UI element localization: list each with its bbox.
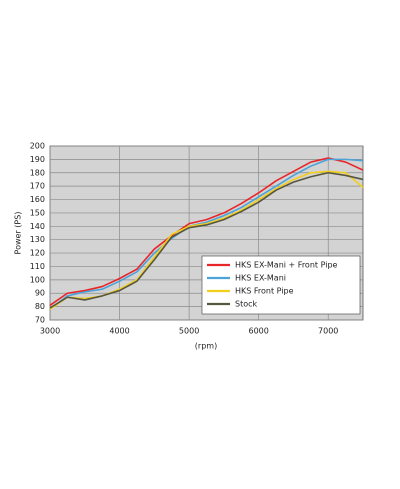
y-axis-label: Power (PS) xyxy=(14,212,23,255)
x-tick-label: 6000 xyxy=(248,327,268,336)
x-axis-label: (rpm) xyxy=(195,342,217,351)
legend-label: Stock xyxy=(235,300,258,309)
x-tick-label: 3000 xyxy=(40,327,60,336)
x-tick-label: 4000 xyxy=(109,327,129,336)
y-tick-label: 170 xyxy=(30,182,45,191)
line-series xyxy=(49,157,364,306)
y-tick-label: 90 xyxy=(35,289,45,298)
y-tick-label: 140 xyxy=(30,222,45,231)
legend-label: HKS Front Pipe xyxy=(235,287,294,296)
y-tick-label: 160 xyxy=(30,195,45,204)
legend-label: HKS EX-Mani xyxy=(235,274,286,283)
y-tick-label: 100 xyxy=(30,275,45,284)
x-tick-label: 7000 xyxy=(318,327,338,336)
y-tick-label: 180 xyxy=(30,168,45,177)
legend-label: HKS EX-Mani + Front Pipe xyxy=(235,261,338,270)
line-series xyxy=(49,171,364,309)
y-tick-label: 80 xyxy=(35,302,45,311)
x-tick-label: 5000 xyxy=(179,327,199,336)
y-tick-label: 70 xyxy=(35,316,45,325)
y-tick-label: 150 xyxy=(30,208,45,217)
y-tick-label: 190 xyxy=(30,155,45,164)
legend: HKS EX-Mani + Front Pipe HKS EX-Mani HKS F… xyxy=(201,255,361,315)
y-tick-label: 110 xyxy=(30,262,45,271)
y-tick-label: 200 xyxy=(30,142,45,151)
y-tick-label: 120 xyxy=(30,249,45,258)
line-series xyxy=(49,158,364,310)
y-tick-label: 130 xyxy=(30,235,45,244)
